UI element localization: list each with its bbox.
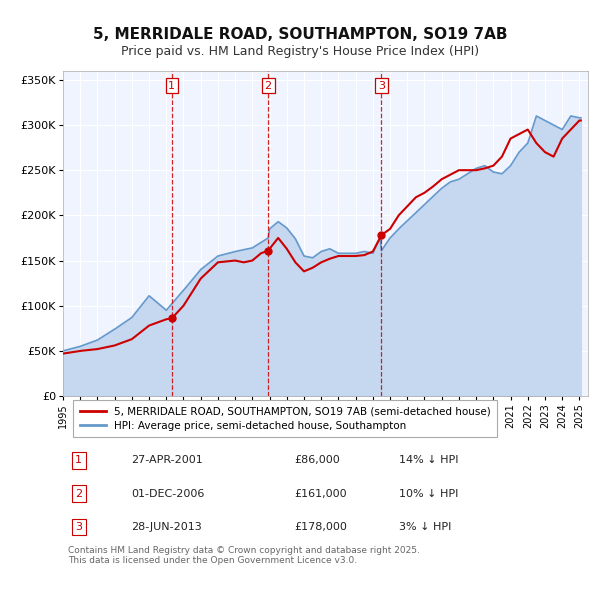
Text: 2: 2 — [75, 489, 82, 499]
Text: 10% ↓ HPI: 10% ↓ HPI — [399, 489, 458, 499]
Text: 3: 3 — [378, 81, 385, 90]
Text: Contains HM Land Registry data © Crown copyright and database right 2025.
This d: Contains HM Land Registry data © Crown c… — [68, 546, 420, 565]
Legend: 5, MERRIDALE ROAD, SOUTHAMPTON, SO19 7AB (semi-detached house), HPI: Average pri: 5, MERRIDALE ROAD, SOUTHAMPTON, SO19 7AB… — [73, 400, 497, 437]
Text: 3: 3 — [75, 522, 82, 532]
Text: 1: 1 — [75, 455, 82, 466]
Text: £86,000: £86,000 — [294, 455, 340, 466]
Text: 28-JUN-2013: 28-JUN-2013 — [131, 522, 202, 532]
Text: 2: 2 — [265, 81, 272, 90]
Text: Price paid vs. HM Land Registry's House Price Index (HPI): Price paid vs. HM Land Registry's House … — [121, 45, 479, 58]
Text: 01-DEC-2006: 01-DEC-2006 — [131, 489, 205, 499]
Text: 1: 1 — [168, 81, 175, 90]
Text: 5, MERRIDALE ROAD, SOUTHAMPTON, SO19 7AB: 5, MERRIDALE ROAD, SOUTHAMPTON, SO19 7AB — [93, 27, 507, 41]
Text: £178,000: £178,000 — [294, 522, 347, 532]
Text: 3% ↓ HPI: 3% ↓ HPI — [399, 522, 451, 532]
Text: 27-APR-2001: 27-APR-2001 — [131, 455, 203, 466]
Text: £161,000: £161,000 — [294, 489, 347, 499]
Text: 14% ↓ HPI: 14% ↓ HPI — [399, 455, 458, 466]
